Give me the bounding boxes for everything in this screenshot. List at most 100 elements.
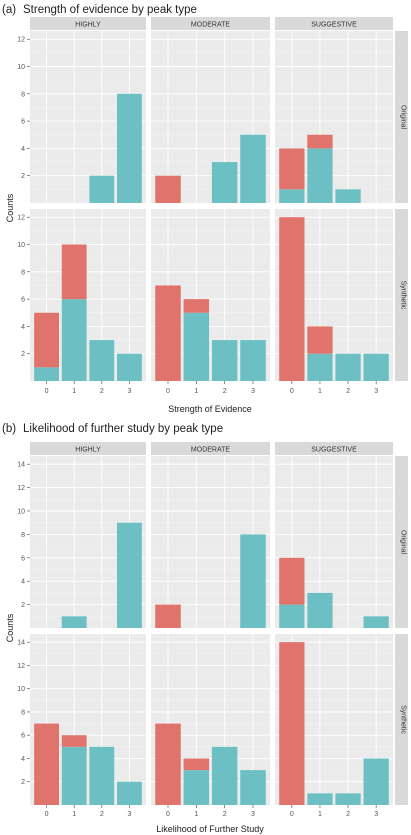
y-tick-label: 4 — [21, 579, 25, 586]
bar-base — [183, 312, 210, 381]
x-tick-label: 0 — [166, 811, 170, 818]
y-tick-label: 2 — [21, 173, 25, 180]
panel-b-chart: HIGHLY MODERATE SUGGESTIVEOriginal24681012… — [17, 442, 408, 818]
bar-stacked — [61, 735, 87, 747]
bar-base — [240, 534, 266, 628]
facet-strip — [30, 17, 146, 30]
row-strip — [395, 456, 408, 628]
bar-base — [89, 175, 115, 203]
x-tick-label: 2 — [223, 388, 227, 395]
bar-base — [183, 770, 210, 805]
bar-base — [89, 746, 115, 805]
bar-base — [240, 134, 266, 203]
bar-base — [211, 746, 238, 805]
bar-stacked — [155, 604, 181, 628]
panel-a-title: Strength of evidence by peak type — [23, 4, 197, 16]
bar-base — [117, 522, 142, 628]
row-strip-label: Original — [400, 105, 407, 130]
row-strip-label: Synthetic — [400, 281, 407, 310]
bar-base — [335, 353, 361, 381]
panel-b-title: Likelihood of further study by peak type — [23, 423, 223, 435]
row-strip — [395, 634, 408, 805]
bar-base — [89, 340, 115, 381]
y-tick-label: 12 — [17, 215, 25, 222]
bar-base — [240, 340, 266, 381]
bar-stacked — [279, 148, 305, 190]
y-tick-label: 14 — [17, 462, 25, 469]
bar-base — [307, 353, 333, 381]
panel-a: (a) Strength of evidence by peak type HI… — [2, 4, 408, 414]
facet-strip — [275, 17, 393, 30]
x-tick-label: 0 — [290, 811, 294, 818]
x-tick-label: 3 — [251, 388, 255, 395]
facet-strip-label: SUGGESTIVE — [311, 446, 357, 453]
bar-base — [211, 162, 238, 203]
x-tick-label: 2 — [223, 811, 227, 818]
bar-stacked — [307, 326, 333, 354]
y-tick-label: 10 — [17, 64, 25, 71]
facet-strip-label: MODERATE — [191, 21, 230, 28]
bar-stacked — [155, 723, 181, 805]
bar-stacked — [183, 758, 210, 771]
bar-base — [61, 616, 87, 628]
panel-b-x-axis-title: Likelihood of Further Study — [156, 824, 264, 834]
y-tick-label: 10 — [17, 242, 25, 249]
y-tick-label: 4 — [21, 146, 25, 153]
bar-stacked — [279, 217, 305, 381]
bar-stacked — [279, 642, 305, 805]
y-tick-label: 8 — [21, 709, 25, 716]
x-tick-label: 2 — [346, 811, 350, 818]
x-tick-label: 3 — [251, 811, 255, 818]
facet-strip-label: HIGHLY — [75, 446, 101, 453]
y-tick-label: 2 — [21, 602, 25, 609]
facet-strip-label: SUGGESTIVE — [311, 21, 357, 28]
x-tick-label: 1 — [194, 811, 198, 818]
bar-base — [307, 148, 333, 203]
bar-base — [307, 793, 333, 805]
row-strip — [395, 209, 408, 381]
bar-base — [279, 604, 305, 628]
bar-base — [117, 93, 142, 203]
y-tick-label: 12 — [17, 663, 25, 670]
bar-stacked — [61, 244, 87, 300]
bar-base — [211, 340, 238, 381]
bar-base — [61, 746, 87, 805]
x-tick-label: 1 — [318, 811, 322, 818]
x-tick-label: 1 — [72, 811, 76, 818]
bar-base — [363, 758, 389, 805]
y-tick-label: 10 — [17, 508, 25, 515]
panel-b-label: (b) — [2, 423, 16, 435]
bar-base — [34, 367, 59, 381]
bar-base — [363, 353, 389, 381]
x-tick-label: 1 — [72, 388, 76, 395]
x-tick-label: 0 — [290, 388, 294, 395]
x-tick-label: 0 — [166, 388, 170, 395]
y-tick-label: 2 — [21, 351, 25, 358]
panel-a-label: (a) — [2, 4, 16, 16]
bar-base — [61, 299, 87, 381]
y-tick-label: 12 — [17, 485, 25, 492]
x-tick-label: 2 — [346, 388, 350, 395]
bar-stacked — [155, 285, 181, 381]
bar-stacked — [34, 312, 59, 368]
y-tick-label: 6 — [21, 119, 25, 126]
y-tick-label: 14 — [17, 640, 25, 647]
panel-a-x-axis-title: Strength of Evidence — [168, 404, 252, 414]
facet-strip — [30, 442, 146, 455]
y-tick-label: 8 — [21, 91, 25, 98]
facet-strip-label: HIGHLY — [75, 21, 101, 28]
bar-base — [240, 770, 266, 805]
panel-b-y-axis-title: Counts — [5, 613, 15, 642]
bar-stacked — [279, 557, 305, 605]
y-tick-label: 8 — [21, 269, 25, 276]
y-tick-label: 8 — [21, 532, 25, 539]
y-tick-label: 12 — [17, 37, 25, 44]
bar-stacked — [34, 723, 59, 805]
x-tick-label: 1 — [194, 388, 198, 395]
y-tick-label: 2 — [21, 779, 25, 786]
x-tick-label: 0 — [45, 811, 49, 818]
bar-base — [117, 353, 142, 381]
bar-base — [335, 793, 361, 805]
facet-strip — [151, 442, 270, 455]
panel-a-chart: HIGHLY MODERATE SUGGESTIVEOriginal24681012… — [17, 17, 408, 395]
